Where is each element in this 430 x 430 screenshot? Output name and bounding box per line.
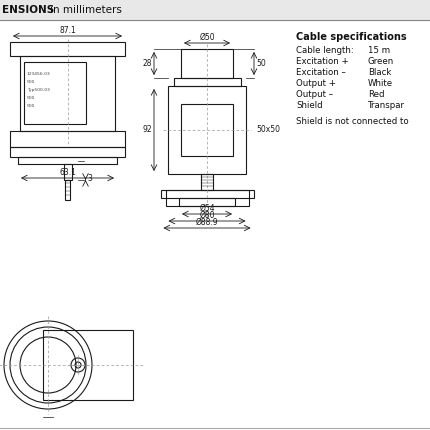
Bar	[10, 131, 125, 147]
Bar	[168, 86, 246, 174]
Text: Cable length:: Cable length:	[296, 46, 354, 55]
Text: 63.1: 63.1	[59, 168, 76, 177]
Text: 3: 3	[87, 174, 92, 183]
Text: Ø54: Ø54	[199, 204, 215, 213]
Text: Shield is not connected to: Shield is not connected to	[296, 117, 408, 126]
Text: 87.1: 87.1	[59, 26, 76, 35]
Bar	[0, 0, 430, 20]
Text: 50x50: 50x50	[256, 126, 280, 135]
Bar	[65, 180, 70, 200]
Bar	[43, 330, 133, 400]
Text: ENSIONS: ENSIONS	[2, 5, 54, 15]
Text: Green: Green	[368, 57, 394, 66]
Bar	[10, 42, 125, 56]
Text: Excitation –: Excitation –	[296, 68, 346, 77]
Text: Excitation +: Excitation +	[296, 57, 349, 66]
Text: Black: Black	[368, 68, 391, 77]
Text: Ø50: Ø50	[199, 33, 215, 42]
Bar	[64, 164, 71, 180]
Text: Ø80: Ø80	[199, 211, 215, 220]
Text: Cable specifications: Cable specifications	[296, 32, 407, 42]
Bar	[160, 190, 254, 198]
Text: Output –: Output –	[296, 90, 333, 99]
Text: 500: 500	[27, 104, 35, 108]
Text: 123456-03: 123456-03	[27, 72, 51, 76]
Text: Output +: Output +	[296, 79, 336, 88]
Bar	[18, 157, 117, 164]
Bar	[201, 174, 213, 190]
Text: 28: 28	[142, 59, 152, 68]
Text: 92: 92	[142, 126, 152, 135]
Text: 500: 500	[27, 96, 35, 100]
Bar	[10, 147, 125, 157]
Text: Ø88.9: Ø88.9	[196, 218, 218, 227]
Text: White: White	[368, 79, 393, 88]
Bar	[179, 198, 235, 206]
Bar	[181, 49, 233, 78]
Text: in millimeters: in millimeters	[50, 5, 122, 15]
Bar	[24, 62, 86, 124]
Text: Transpar: Transpar	[368, 101, 405, 110]
Bar	[166, 190, 249, 206]
Bar	[20, 56, 115, 131]
Text: Typ500-03: Typ500-03	[27, 88, 50, 92]
Text: 500: 500	[27, 80, 35, 84]
Text: 50: 50	[256, 59, 266, 68]
Text: 15 m: 15 m	[368, 46, 390, 55]
Text: Red: Red	[368, 90, 384, 99]
Bar	[181, 104, 233, 156]
Text: Shield: Shield	[296, 101, 322, 110]
Bar	[173, 78, 240, 86]
